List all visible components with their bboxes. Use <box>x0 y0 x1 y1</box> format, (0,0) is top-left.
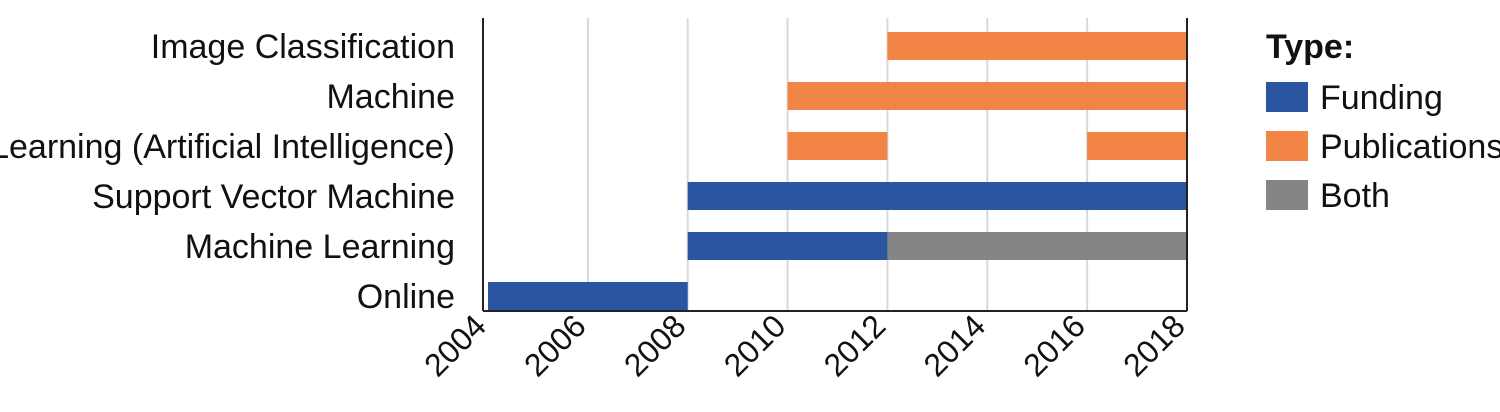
legend-label-publications: Publications <box>1320 128 1500 166</box>
bar-4-funding-5 <box>687 232 888 260</box>
legend-title: Type: <box>1266 28 1354 66</box>
x-tick-labels: 2004 2006 2008 2010 2012 2014 2016 2018 <box>417 307 1192 383</box>
bar-0-publications-0 <box>887 32 1187 60</box>
bar-1-publications-1 <box>787 82 1187 110</box>
bar-2-publications-2 <box>787 132 888 160</box>
grid-lines <box>586 18 1089 311</box>
category-labels: Image Classification Machine Learning (Art… <box>0 28 455 316</box>
legend-swatch-publications <box>1266 131 1308 161</box>
x-tick-label: 2010 <box>717 307 793 383</box>
legend-swatch-both <box>1266 180 1308 210</box>
x-tick-label: 2014 <box>916 307 992 383</box>
x-tick-label: 2018 <box>1116 307 1192 383</box>
legend: Type: Funding Publications Both <box>1266 28 1500 215</box>
bars <box>488 32 1187 310</box>
bar-4-both-6 <box>887 232 1187 260</box>
x-tick-label: 2004 <box>417 307 493 383</box>
category-label: Support Vector Machine <box>92 178 455 216</box>
category-label: Machine Learning <box>185 228 455 266</box>
legend-swatch-funding <box>1266 82 1308 112</box>
x-tick-label: 2006 <box>517 307 593 383</box>
legend-label-both: Both <box>1320 177 1390 215</box>
category-label: Learning (Artificial Intelligence) <box>0 128 455 166</box>
legend-label-funding: Funding <box>1320 79 1443 117</box>
x-tick-label: 2008 <box>617 307 693 383</box>
bar-3-funding-4 <box>687 182 1187 210</box>
x-tick-label: 2016 <box>1016 307 1092 383</box>
category-label: Image Classification <box>151 28 455 66</box>
x-tick-label: 2012 <box>817 307 893 383</box>
category-label: Online <box>357 278 455 316</box>
category-label: Machine <box>326 78 455 116</box>
bar-5-funding-7 <box>488 282 688 310</box>
bar-2-publications-3 <box>1087 132 1187 160</box>
axes <box>482 18 1188 312</box>
